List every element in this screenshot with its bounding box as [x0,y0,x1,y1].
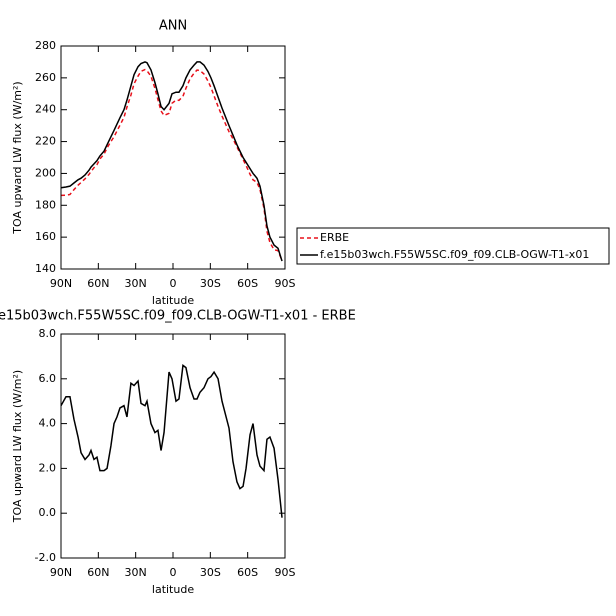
y-tick-label: -2.0 [35,551,56,564]
chart-title: ANN [159,19,187,34]
plot-frame [60,45,286,270]
x-tick-label: 30S [200,277,221,290]
data-line [60,363,283,518]
x-tick-label: 90S [275,277,296,290]
y-axis-label: TOA upward LW flux (W/m²) [11,370,24,523]
x-tick-label: 90N [50,277,72,290]
x-tick-label: 60S [237,566,258,579]
y-tick-label: 220 [35,135,56,148]
x-tick-label: 30N [125,566,147,579]
y-tick-label: 280 [35,39,56,52]
y-axis-label: TOA upward LW flux (W/m²) [11,81,24,234]
y-tick-label: 6.0 [39,372,57,385]
legend-label: f.e15b03wch.F55W5SC.f09_f09.CLB-OGW-T1-x… [320,248,589,261]
y-tick-label: 140 [35,262,56,275]
y-tick-label: 2.0 [39,461,57,474]
x-tick-label: 60N [87,277,109,290]
y-tick-label: 8.0 [39,327,57,340]
x-axis-label: latitude [152,294,194,307]
y-tick-label: 180 [35,198,56,211]
x-tick-label: 60N [87,566,109,579]
x-tick-label: 0 [170,566,177,579]
y-tick-label: 260 [35,71,56,84]
legend-box [296,227,610,265]
y-tick-label: 0.0 [39,506,57,519]
x-tick-label: 0 [170,277,177,290]
chart-title: f.e15b03wch.F55W5SC.f09_f09.CLB-OGW-T1-x… [0,309,356,324]
data-line [60,68,283,261]
y-tick-label: 160 [35,230,56,243]
x-tick-label: 30S [200,566,221,579]
x-tick-label: 90N [50,566,72,579]
y-tick-label: 200 [35,166,56,179]
data-line [60,61,283,262]
x-tick-label: 90S [275,566,296,579]
x-axis-label: latitude [152,583,194,596]
y-tick-label: 4.0 [39,417,57,430]
plot-frame [60,333,286,559]
x-tick-label: 60S [237,277,258,290]
legend-label: ERBE [320,231,349,244]
y-tick-label: 240 [35,103,56,116]
x-tick-label: 30N [125,277,147,290]
